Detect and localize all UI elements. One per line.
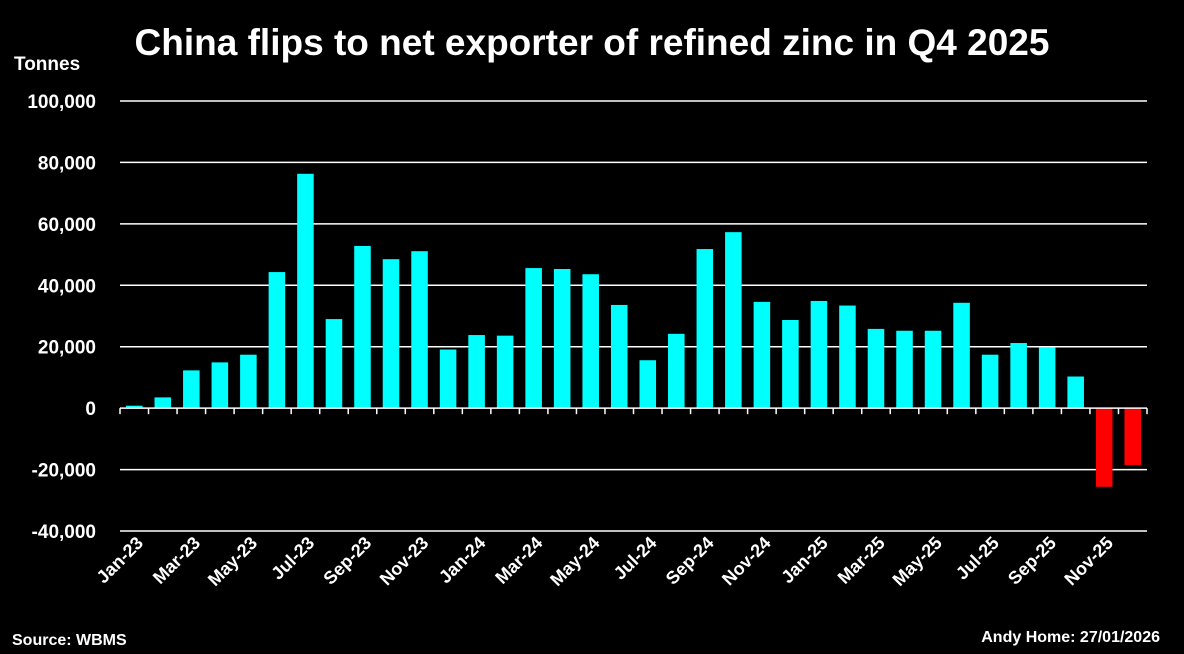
x-tick-label: Sep-23 (319, 533, 375, 589)
x-tick-label: Jan-23 (93, 533, 147, 587)
x-tick-label: Jan-25 (777, 533, 831, 587)
chart-title: China flips to net exporter of refined z… (134, 22, 1050, 63)
bar-aug-23 (325, 319, 343, 409)
bar-may-25 (924, 330, 942, 409)
x-tick-label: Nov-24 (718, 533, 775, 590)
x-tick-label: Sep-25 (1004, 533, 1060, 589)
bar-dec-23 (439, 349, 457, 409)
bars (125, 173, 1142, 487)
bar-jun-23 (268, 272, 286, 409)
bar-may-24 (582, 274, 599, 409)
bar-jan-24 (468, 335, 485, 409)
bar-jul-24 (639, 360, 657, 409)
bar-jun-25 (953, 302, 970, 409)
bar-dec-24 (782, 319, 799, 409)
y-tick-label: -40,000 (32, 522, 96, 543)
x-tick-label: Jul-23 (267, 533, 318, 584)
bar-sep-24 (696, 249, 714, 409)
bar-aug-24 (668, 333, 685, 409)
x-tick-label: Jan-24 (435, 533, 489, 587)
bar-jul-25 (981, 354, 999, 409)
bar-feb-25 (839, 305, 856, 409)
bar-jan-25 (810, 300, 828, 409)
bar-sep-23 (354, 245, 371, 409)
x-tick-label: Mar-24 (491, 533, 546, 588)
y-axis-unit-label: Tonnes (14, 54, 81, 75)
bar-jan-23 (125, 405, 143, 409)
x-tick-label: Mar-23 (149, 533, 204, 588)
bar-mar-24 (525, 268, 542, 409)
bar-feb-23 (154, 397, 172, 409)
bar-feb-24 (496, 335, 514, 409)
bar-mar-25 (867, 328, 885, 409)
y-tick-label: 80,000 (38, 153, 96, 174)
gridlines (120, 100, 1147, 532)
y-tick-label: 40,000 (38, 276, 96, 297)
x-tick-label: May-25 (889, 533, 946, 590)
bar-apr-23 (211, 362, 229, 409)
bar-dec-25 (1124, 408, 1142, 465)
bar-may-23 (240, 354, 257, 409)
bar-nov-25 (1095, 408, 1113, 487)
bar-jul-23 (297, 173, 314, 409)
x-tick-label: May-23 (204, 533, 261, 590)
y-tick-label: 100,000 (27, 92, 96, 113)
bar-nov-24 (753, 301, 771, 409)
bar-apr-25 (896, 330, 913, 409)
credit-note: Andy Home: 27/01/2026 (981, 629, 1160, 646)
y-tick-label: 0 (85, 399, 96, 420)
y-tick-label: 20,000 (38, 338, 96, 359)
x-tick-label: Nov-25 (1060, 533, 1117, 590)
x-tick-label: Jul-24 (610, 533, 661, 584)
bar-oct-25 (1067, 376, 1084, 409)
x-tick-label: Nov-23 (376, 533, 433, 590)
bar-sep-25 (1038, 347, 1056, 409)
bar-apr-24 (553, 269, 571, 409)
bar-nov-23 (411, 251, 428, 409)
bar-aug-25 (1010, 343, 1027, 409)
x-tick-label: Mar-25 (834, 533, 889, 588)
y-axis: 100,000 80,000 60,000 40,000 20,000 0 -20,000 -… (27, 92, 96, 543)
bar-oct-24 (725, 232, 742, 409)
x-tick-label: Sep-24 (662, 533, 718, 589)
y-tick-label: -20,000 (32, 461, 96, 482)
bar-mar-23 (183, 370, 200, 409)
y-tick-label: 60,000 (38, 215, 96, 236)
x-tick-label: Jul-25 (952, 533, 1003, 584)
x-tick-label: May-24 (546, 533, 603, 590)
bar-oct-23 (382, 259, 400, 409)
x-axis: Jan-23 Mar-23 May-23 Jul-23 Sep-23 Nov-23 Jan-… (93, 407, 1148, 590)
bar-jun-24 (610, 304, 628, 409)
source-note: Source: WBMS (12, 632, 127, 649)
